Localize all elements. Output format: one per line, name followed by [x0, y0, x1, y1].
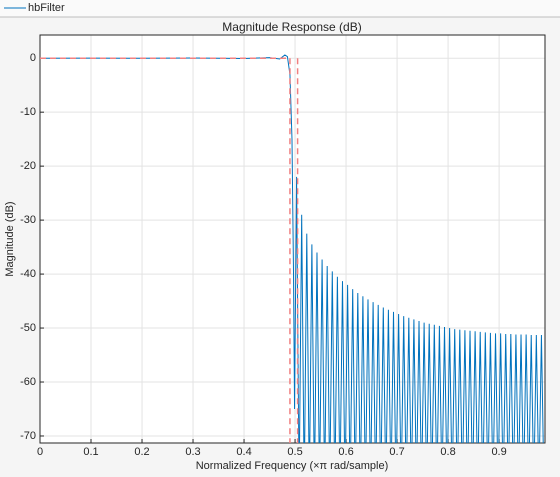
- legend-bar: [0, 0, 560, 17]
- x-tick-label: 0.4: [236, 446, 251, 458]
- plot-frame: [39, 34, 546, 444]
- x-tick-label: 0.8: [440, 446, 455, 458]
- x-tick-label: 0.3: [185, 446, 200, 458]
- x-tick-label: 0.6: [338, 446, 353, 458]
- x-tick-label: 0.7: [389, 446, 404, 458]
- x-tick-label: 0.2: [134, 446, 149, 458]
- plot-clip: [40, 54, 544, 443]
- series-line: [40, 57, 299, 443]
- chart-title: Magnitude Response (dB): [222, 20, 361, 34]
- y-tick-label: 0: [30, 52, 36, 64]
- series-line: [40, 54, 544, 443]
- y-tick-label: -20: [20, 160, 36, 172]
- y-tick-label: -30: [20, 214, 36, 226]
- y-tick-label: -10: [20, 106, 36, 118]
- legend-label: hbFilter: [28, 2, 65, 14]
- x-tick-label: 0.5: [287, 446, 302, 458]
- y-axis-label: Magnitude (dB): [4, 201, 16, 276]
- x-tick-label: 0.9: [491, 446, 506, 458]
- x-tick-label: 0: [37, 446, 43, 458]
- y-tick-label: -50: [20, 322, 36, 334]
- x-tick-label: 0.1: [83, 446, 98, 458]
- y-tick-label: -70: [20, 430, 36, 442]
- x-axis-label: Normalized Frequency (×π rad/sample): [196, 460, 389, 472]
- y-tick-label: -60: [20, 376, 36, 388]
- y-tick-label: -40: [20, 268, 36, 280]
